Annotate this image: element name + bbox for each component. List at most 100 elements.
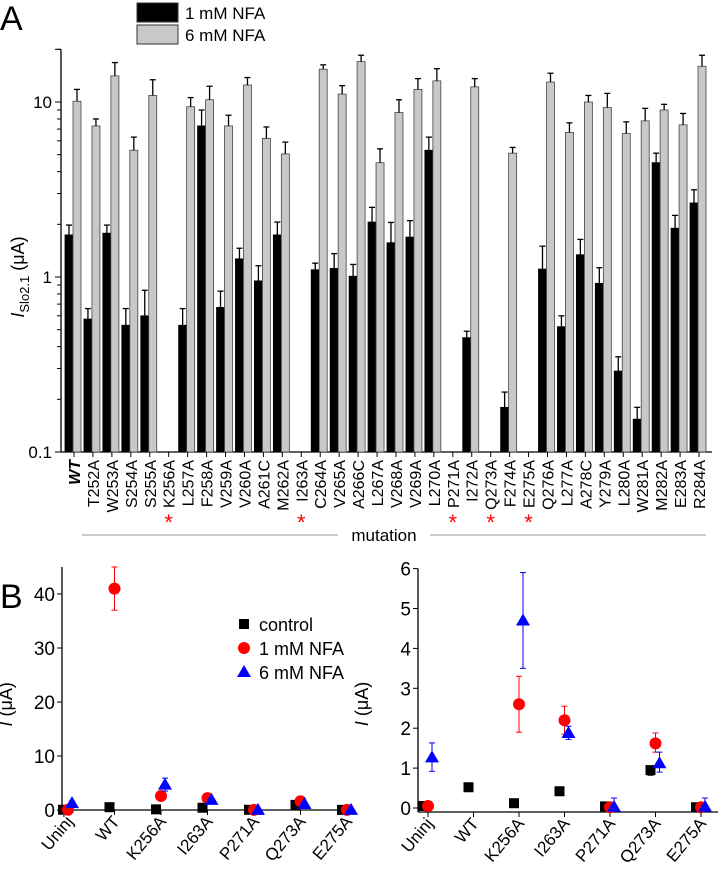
bar-1mm-S254A bbox=[121, 324, 131, 453]
bar-1mm-W253A bbox=[102, 232, 112, 453]
y-axis-label: I (μA) bbox=[0, 682, 16, 726]
x-tick-label-P271A: P271A bbox=[446, 460, 463, 508]
bar-6mm-E283A bbox=[678, 124, 688, 453]
point-square-Q273A bbox=[290, 799, 301, 810]
bar-6mm-L280A bbox=[621, 133, 631, 453]
bar-6mm-WT bbox=[72, 100, 82, 453]
y-tick-label: 0.1 bbox=[28, 443, 52, 462]
point-square-WT bbox=[463, 782, 474, 793]
y-axis-label: ISlo2.1 (μA) bbox=[8, 236, 32, 317]
bar-6mm-V260A bbox=[243, 84, 252, 453]
y-tick-label: 40 bbox=[34, 585, 55, 606]
x-tick-label-M262A: M262A bbox=[275, 460, 292, 511]
significance-star: * bbox=[164, 510, 173, 535]
point-triangle-E275A bbox=[698, 799, 712, 812]
y-label-unit: (μA) bbox=[352, 682, 372, 721]
y-label-subscript: Slo2.1 bbox=[17, 276, 32, 313]
y-tick-label: 1 bbox=[400, 759, 411, 780]
bar-6mm-L267A bbox=[375, 162, 385, 453]
bar-1mm-V265A bbox=[329, 267, 339, 453]
y-label-unit: (μA) bbox=[0, 682, 16, 721]
legend-swatch-6mm bbox=[136, 24, 179, 45]
point-circle-Uninj bbox=[422, 800, 434, 813]
y-tick-label: 10 bbox=[33, 93, 52, 112]
x-tick-label-E275A: E275A bbox=[663, 814, 711, 866]
legend-marker-6mm bbox=[237, 665, 251, 677]
x-tick-label-P271A: P271A bbox=[572, 814, 620, 866]
x-tick-label-L277A: L277A bbox=[559, 460, 576, 507]
legend-label: 6 mM NFA bbox=[185, 26, 266, 45]
x-tick-label-W281A: W281A bbox=[635, 460, 652, 513]
point-triangle-K256A bbox=[158, 777, 172, 790]
x-tick-label-V265A: V265A bbox=[332, 460, 349, 508]
bar-1mm-T252A bbox=[83, 318, 93, 453]
x-tick-label-K256A: K256A bbox=[123, 812, 171, 864]
bar-1mm-A266C bbox=[348, 275, 358, 453]
y-tick-label: 20 bbox=[34, 693, 55, 714]
x-tick-label-K256A: K256A bbox=[162, 460, 179, 508]
panel-label-b: B bbox=[0, 578, 23, 616]
bar-6mm-A278C bbox=[583, 101, 593, 453]
bar-1mm-W281A bbox=[632, 418, 642, 453]
point-triangle-P271A bbox=[251, 802, 265, 815]
x-tick-label-Q273A: Q273A bbox=[484, 460, 501, 510]
bar-6mm-Q276A bbox=[546, 81, 555, 453]
legend-label: 6 mM NFA bbox=[259, 663, 344, 683]
legend-label: 1 mM NFA bbox=[259, 639, 344, 659]
x-tick-label-I263A: I263A bbox=[530, 814, 574, 861]
x-tick-label-V259A: V259A bbox=[219, 460, 236, 508]
x-tick-label-L280A: L280A bbox=[616, 460, 633, 507]
bar-6mm-L270A bbox=[432, 80, 442, 453]
y-label-symbol: I bbox=[8, 313, 28, 318]
legend-marker-1mm bbox=[238, 642, 250, 654]
x-tick-label-WT: WT bbox=[92, 812, 124, 844]
bar-1mm-Q276A bbox=[538, 268, 547, 453]
y-label-symbol: I bbox=[0, 722, 16, 727]
bar-6mm-L277A bbox=[565, 132, 574, 453]
y-tick-label: 2 bbox=[400, 719, 411, 740]
bar-1mm-A278C bbox=[575, 254, 585, 453]
x-tick-label-W253A: W253A bbox=[105, 460, 122, 513]
point-triangle-Uninj bbox=[425, 750, 439, 763]
x-tick-label-V268A: V268A bbox=[389, 460, 406, 508]
significance-star: * bbox=[449, 510, 458, 535]
bar-1mm-L267A bbox=[367, 221, 377, 453]
bar-1mm-WT bbox=[64, 234, 74, 453]
x-tick-label-I272A: I272A bbox=[465, 460, 482, 502]
bar-6mm-F258A bbox=[205, 99, 214, 453]
bar-6mm-C264A bbox=[318, 68, 328, 453]
bar-6mm-V265A bbox=[337, 93, 347, 453]
bar-1mm-M282A bbox=[651, 162, 661, 453]
x-tick-label-R284A: R284A bbox=[692, 460, 709, 509]
y-tick-label: 4 bbox=[400, 639, 411, 660]
bar-6mm-R284A bbox=[697, 65, 707, 453]
bar-1mm-Y279A bbox=[594, 282, 604, 453]
x-tick-label-Q276A: Q276A bbox=[541, 460, 558, 510]
x-tick-label-Y279A: Y279A bbox=[597, 460, 614, 508]
x-tick-label-F274A: F274A bbox=[503, 460, 520, 507]
point-triangle-P271A bbox=[607, 799, 621, 812]
y-tick-label: 10 bbox=[34, 747, 55, 768]
x-tick-label-C264A: C264A bbox=[313, 460, 330, 509]
x-tick-label-I263A: I263A bbox=[294, 460, 311, 502]
bar-1mm-V268A bbox=[386, 242, 396, 453]
bar-6mm-V268A bbox=[394, 112, 404, 453]
x-tick-label-V260A: V260A bbox=[237, 460, 254, 508]
x-tick-label-S254A: S254A bbox=[124, 460, 141, 508]
y-axis-label: I (μA) bbox=[352, 682, 372, 726]
point-triangle-K256A bbox=[516, 613, 530, 626]
bar-6mm-Y279A bbox=[602, 107, 612, 453]
x-tick-label-L257A: L257A bbox=[181, 460, 198, 507]
point-square-K256A bbox=[509, 798, 519, 809]
significance-star: * bbox=[524, 510, 533, 535]
y-tick-label: 6 bbox=[400, 560, 411, 581]
x-tick-label-F258A: F258A bbox=[200, 460, 217, 507]
point-square-I263A bbox=[197, 802, 208, 813]
point-circle-Q273A bbox=[649, 737, 662, 750]
bar-1mm-S255A bbox=[140, 315, 150, 453]
significance-star: * bbox=[486, 510, 495, 535]
point-circle-WT bbox=[108, 582, 121, 595]
x-tick-label-M282A: M282A bbox=[654, 460, 671, 511]
